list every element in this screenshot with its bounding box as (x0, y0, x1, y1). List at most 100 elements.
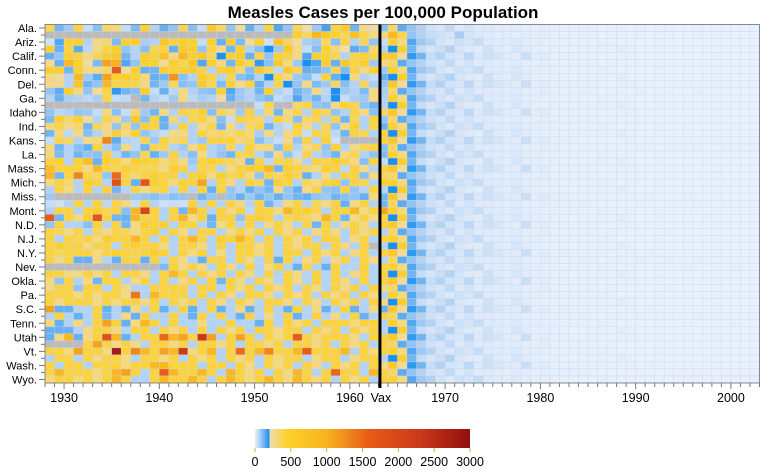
heatmap-cell (63, 129, 74, 138)
heatmap-cell (425, 66, 436, 75)
heatmap-cell (454, 24, 465, 32)
heatmap-cell (149, 312, 160, 321)
heatmap-cell (644, 263, 656, 271)
heatmap-cell (454, 59, 465, 67)
heatmap-cell (644, 235, 656, 243)
heatmap-cell (587, 136, 598, 145)
heatmap-cell (235, 326, 246, 335)
heatmap-cell (473, 354, 484, 363)
heatmap-cell (635, 192, 646, 201)
heatmap-cell (111, 354, 122, 363)
heatmap-cell (473, 249, 484, 257)
heatmap-cell (273, 263, 284, 271)
heatmap-cell (673, 94, 684, 103)
heatmap-cell (730, 277, 741, 285)
heatmap-cell (225, 178, 236, 187)
heatmap-cell (663, 333, 675, 342)
heatmap-cell (301, 312, 313, 321)
heatmap-cell (406, 101, 417, 110)
heatmap-cell (635, 178, 646, 187)
heatmap-cell (511, 206, 522, 215)
heatmap-cell (139, 115, 151, 124)
heatmap-cell (682, 45, 694, 53)
heatmap-cell (740, 115, 751, 124)
heatmap-cell (616, 361, 627, 370)
heatmap-cell (111, 73, 122, 82)
heatmap-cell (235, 115, 246, 124)
heatmap-cell (187, 263, 198, 271)
heatmap-cell (549, 52, 560, 60)
heatmap-cell (111, 242, 122, 250)
heatmap-cell (273, 199, 284, 208)
heatmap-cell (578, 368, 589, 377)
heatmap-cell (101, 298, 112, 306)
heatmap-cell (178, 206, 189, 215)
heatmap-cell (444, 347, 455, 356)
heatmap-cell (682, 242, 694, 250)
heatmap-cell (216, 347, 227, 356)
heatmap-cell (721, 171, 732, 180)
heatmap-cell (492, 59, 503, 67)
heatmap-cell (178, 178, 189, 187)
heatmap-cell (711, 45, 722, 53)
heatmap-cell (435, 171, 446, 180)
heatmap-cell (492, 277, 503, 285)
heatmap-cell (625, 361, 636, 370)
heatmap-cell (235, 129, 246, 138)
heatmap-cell (568, 361, 579, 370)
heatmap-cell (139, 38, 151, 46)
heatmap-cell (635, 129, 646, 138)
heatmap-cell (292, 178, 303, 187)
heatmap-cell (673, 87, 684, 96)
heatmap-cell (559, 38, 570, 46)
heatmap-cell-missing (149, 31, 160, 39)
heatmap-cell (235, 256, 246, 264)
heatmap-cell (244, 228, 255, 236)
heatmap-cell (197, 157, 208, 166)
heatmap-cell (82, 150, 93, 159)
heatmap-cell (730, 213, 741, 222)
heatmap-cell (197, 59, 208, 67)
heatmap-cell (511, 80, 522, 89)
heatmap-cell (644, 312, 656, 321)
heatmap-cell (692, 235, 703, 243)
heatmap-cell (130, 52, 141, 60)
heatmap-cell (149, 361, 160, 370)
heatmap-cell (549, 164, 560, 173)
heatmap-cell (197, 185, 208, 194)
heatmap-cell (463, 347, 475, 356)
heatmap-cell (292, 312, 303, 321)
heatmap-cell (330, 24, 341, 32)
heatmap-cell (387, 31, 398, 39)
heatmap-cell (740, 52, 751, 60)
heatmap-cell (159, 164, 170, 173)
heatmap-cell (44, 24, 55, 32)
heatmap-cell (606, 80, 617, 89)
heatmap-cell (501, 178, 513, 187)
heatmap-cell (397, 157, 408, 166)
heatmap-cell (168, 171, 179, 180)
heatmap-cell (273, 115, 284, 124)
heatmap-cell (301, 101, 313, 110)
heatmap-cell (168, 354, 179, 363)
heatmap-cell (654, 291, 665, 299)
heatmap-cell (644, 66, 656, 75)
y-tick-label: Kans. (9, 135, 37, 147)
heatmap-cell (749, 178, 760, 187)
heatmap-cell (482, 129, 494, 138)
heatmap-cell (120, 333, 132, 342)
heatmap-cell (187, 185, 198, 194)
heatmap-cell (521, 291, 532, 299)
heatmap-cell (406, 115, 417, 124)
heatmap-cell (435, 192, 446, 201)
heatmap-cell (530, 143, 541, 152)
heatmap-cell (149, 108, 160, 117)
heatmap-cell (120, 298, 132, 306)
heatmap-cell (330, 256, 341, 264)
heatmap-cell (521, 101, 532, 110)
heatmap-cell (216, 340, 227, 349)
heatmap-cell (320, 38, 332, 46)
heatmap-cell (387, 291, 398, 299)
heatmap-cell (159, 221, 170, 229)
heatmap-cell (540, 143, 551, 152)
